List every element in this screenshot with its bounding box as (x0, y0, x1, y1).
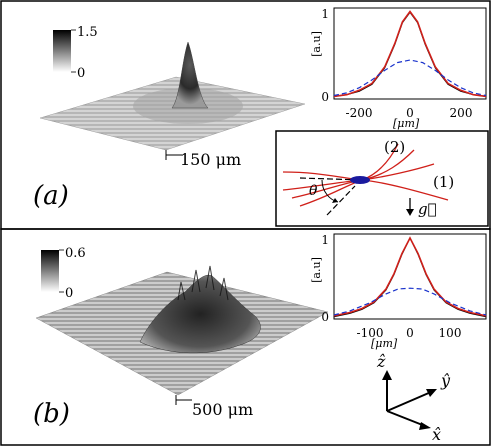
profile-a-ytick-1: 1 (321, 7, 329, 21)
panel-a-label: (a) (33, 181, 69, 211)
inset-atom-cloud (350, 176, 370, 184)
panel-b: 0.6 0 500 μm (b) [a.u] 1 0 -100 0 100 [μ… (33, 233, 487, 444)
scale-bar-a: 150 μm (180, 150, 241, 169)
colorbar-b-min: 0 (65, 286, 73, 301)
profile-a-xtick-0: 0 (406, 106, 414, 120)
profile-a-xtick-200: 200 (450, 106, 473, 120)
profile-b-xtick-m100: -100 (357, 326, 384, 340)
profile-b-axes (333, 233, 487, 320)
profile-a-xlabel: [μm] (393, 117, 420, 130)
inset-dashed-tilted (326, 185, 356, 216)
profile-b-series-1 (333, 236, 487, 317)
profile-b-ytick-0: 0 (321, 310, 329, 324)
profile-b-xtick-100: 100 (439, 326, 462, 340)
profile-b-ylabel: [a.u] (310, 257, 323, 283)
axis-triad: ẑ ŷ x̂ (376, 352, 451, 444)
colorbar-b-max: 0.6 (65, 246, 86, 261)
axis-x-label: x̂ (432, 425, 441, 444)
profile-b-series-2 (333, 287, 487, 316)
panel-b-label: (b) (33, 399, 70, 429)
profile-b: [a.u] 1 0 -100 0 100 [μm] (310, 233, 487, 350)
scale-bar-b: 500 μm (192, 400, 253, 419)
inset-frame (275, 130, 489, 227)
profile-a-xtick-m200: -200 (346, 106, 373, 120)
profile-a-ylabel: [a.u] (310, 31, 323, 57)
inset-schematic: θ (2) (1) g⃗ (275, 130, 489, 227)
colorbar-a-min: 0 (77, 66, 85, 81)
axis-y-label: ŷ (440, 371, 451, 390)
colorbar-a-max: 1.5 (77, 25, 98, 40)
inset-angle-label: θ (309, 183, 318, 199)
profile-a: [a.u] 1 0 -200 0 200 [μm] (310, 7, 487, 130)
inset-beam-label-2: (2) (384, 138, 405, 156)
panel-a: 1.5 0 150 μm (a) [a.u] 1 0 -200 0 200 [μ… (33, 7, 489, 227)
surface-a-peak (171, 41, 209, 109)
inset-gravity-label: g⃗ (418, 200, 437, 218)
profile-b-xtick-0: 0 (406, 326, 414, 340)
profile-a-ytick-0: 0 (321, 90, 329, 104)
inset-beam-label-1: (1) (433, 173, 454, 191)
profile-a-series-2 (333, 59, 487, 97)
surface-b-peak (139, 274, 261, 354)
colorbar-b (41, 250, 59, 292)
panel-b-frame (0, 228, 491, 446)
colorbar-a (53, 30, 71, 72)
inset-dashed-horizontal (299, 177, 363, 181)
profile-a-axes (333, 7, 487, 100)
axis-z-label: ẑ (376, 352, 386, 371)
profile-a-series-1 (333, 10, 487, 98)
profile-b-ytick-1: 1 (321, 233, 329, 247)
profile-b-xlabel: [μm] (371, 337, 398, 350)
